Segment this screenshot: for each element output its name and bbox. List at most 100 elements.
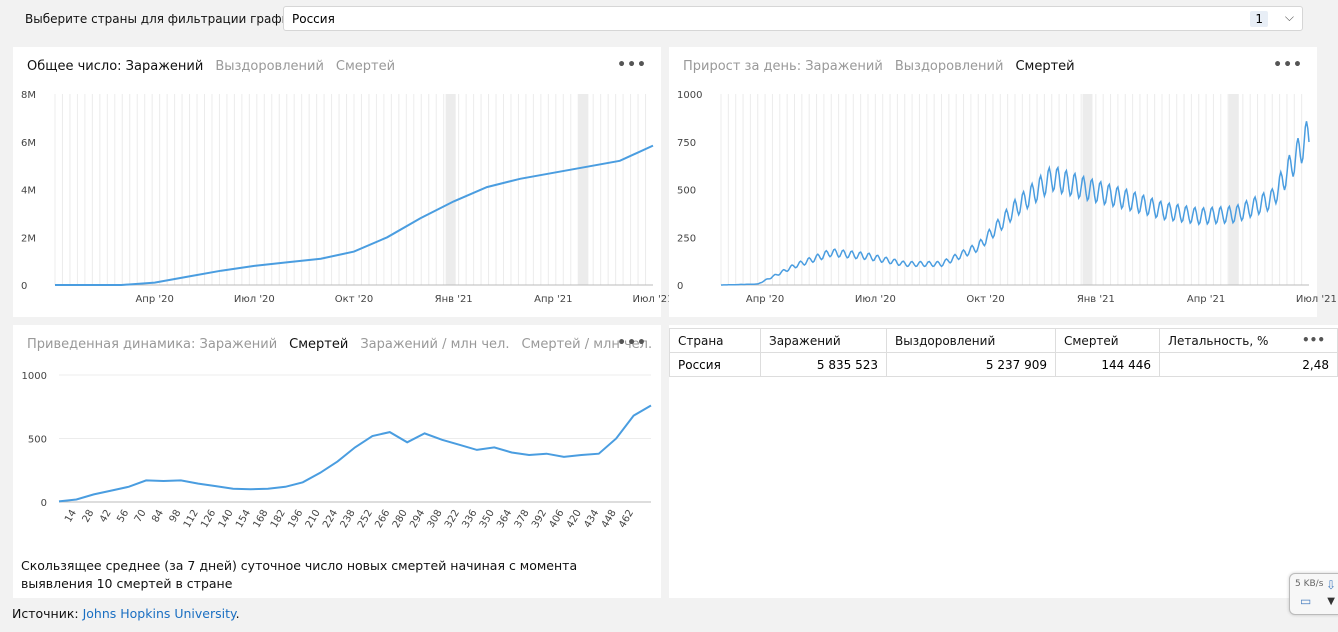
x-tick-label: 42 xyxy=(98,508,114,525)
x-tick-label: 224 xyxy=(321,508,340,530)
column-header-country[interactable]: Страна xyxy=(669,328,761,353)
country-select[interactable]: Россия 1 ⌵ xyxy=(283,6,1303,31)
country-select-value: Россия xyxy=(292,12,335,26)
source-label: Источник: xyxy=(12,606,79,621)
download-icon: ⇩ xyxy=(1325,578,1336,592)
tab-cumulative-recoveries[interactable]: Выздоровлений xyxy=(215,59,324,74)
selected-count-badge: 1 xyxy=(1250,11,1268,27)
y-tick-label: 0 xyxy=(677,281,683,292)
series-line xyxy=(55,144,654,286)
x-tick-label: 140 xyxy=(217,508,236,530)
x-tick-label: 98 xyxy=(168,508,184,525)
x-tick-label: 294 xyxy=(408,508,427,530)
x-tick-label: 448 xyxy=(600,508,619,530)
tab-cumulative-deaths[interactable]: Смертей xyxy=(335,59,396,74)
monitor-icon: ▭ xyxy=(1300,594,1312,608)
speed-label: 5 KB/s xyxy=(1295,579,1324,589)
x-tick-label: 266 xyxy=(373,508,392,530)
daily-tabs: Прирост за день: Заражений Выздоровлений С… xyxy=(683,59,1087,74)
x-tick-label: Янв '21 xyxy=(435,294,473,305)
x-tick-label: Апр '21 xyxy=(1187,294,1225,305)
tab-daily-deaths[interactable]: Смертей xyxy=(1015,59,1075,74)
tab-dynamics-deaths[interactable]: Смертей xyxy=(289,337,349,352)
x-tick-label: 154 xyxy=(234,508,253,530)
x-tick-label: 182 xyxy=(269,508,288,530)
more-menu-icon[interactable]: ••• xyxy=(1301,333,1325,347)
network-speed-widget[interactable]: 5 KB/s ⇩ ▭ ▼ xyxy=(1289,573,1338,615)
dynamics-caption: Скользящее среднее (за 7 дней) суточное … xyxy=(21,558,578,591)
y-tick-label: 2M xyxy=(21,233,36,244)
x-tick-label: 112 xyxy=(182,508,201,530)
weekend-band xyxy=(1228,94,1239,285)
source-line: Источник: Johns Hopkins University. xyxy=(12,606,240,621)
x-tick-label: Янв '21 xyxy=(1077,294,1115,305)
x-tick-label: Июл '21 xyxy=(1296,294,1337,305)
tab-cumulative-infections[interactable]: Общее число: Заражений xyxy=(27,59,204,74)
x-tick-label: 210 xyxy=(304,508,323,530)
y-tick-label: 750 xyxy=(677,138,696,149)
x-tick-label: 406 xyxy=(547,508,566,530)
x-tick-label: 238 xyxy=(339,508,358,530)
tab-daily-recoveries[interactable]: Выздоровлений xyxy=(894,59,1004,74)
x-tick-label: Апр '20 xyxy=(746,294,784,305)
tab-daily-infections[interactable]: Прирост за день: Заражений xyxy=(683,59,883,74)
x-tick-label: 392 xyxy=(530,508,549,530)
x-tick-label: Апр '20 xyxy=(135,294,173,305)
y-tick-label: 8M xyxy=(21,90,36,101)
dynamics-panel: Приведенная динамика: Заражений Смертей За… xyxy=(13,325,661,598)
x-tick-label: 336 xyxy=(460,508,479,530)
x-tick-label: 28 xyxy=(81,508,97,525)
daily-panel: Прирост за день: Заражений Выздоровлений С… xyxy=(669,47,1337,317)
tab-dynamics-infections[interactable]: Приведенная динамика: Заражений xyxy=(27,337,278,352)
y-tick-label: 0 xyxy=(41,498,47,509)
filter-label: Выберите страны для фильтрации графиков: xyxy=(25,12,316,26)
x-tick-label: 196 xyxy=(286,508,305,530)
dynamics-chart: 1000 500 0 14 28 42 56 70 84 98112126140154168182… xyxy=(22,371,652,530)
more-menu-icon[interactable]: ••• xyxy=(617,335,647,351)
x-tick-label: Июл '20 xyxy=(855,294,896,305)
series-line xyxy=(58,404,652,503)
x-tick-label: Июл '21 xyxy=(633,294,674,305)
x-tick-label: 70 xyxy=(133,508,149,525)
cell-lethality: 2,48 xyxy=(1159,352,1338,377)
y-tick-label: 1000 xyxy=(22,371,47,382)
x-tick-label: 168 xyxy=(251,508,270,530)
x-tick-label: 434 xyxy=(582,508,601,530)
x-tick-label: 280 xyxy=(391,508,410,530)
weekend-band xyxy=(1082,94,1093,285)
cell-infections: 5 835 523 xyxy=(760,352,887,377)
stats-table-panel: Страна Заражений Выздоровлений Смертей Л… xyxy=(669,325,1338,598)
more-menu-icon[interactable]: ••• xyxy=(1273,57,1303,73)
cell-recoveries: 5 237 909 xyxy=(886,352,1056,377)
weekend-band xyxy=(578,94,589,285)
x-tick-label: 126 xyxy=(199,508,218,530)
tab-dynamics-infections-per-million[interactable]: Заражений / млн чел. xyxy=(360,337,510,352)
tab-dynamics-deaths-per-million[interactable]: Смертей / млн чел. xyxy=(521,337,653,352)
column-header-deaths[interactable]: Смертей xyxy=(1055,328,1160,353)
cell-deaths: 144 446 xyxy=(1055,352,1160,377)
x-tick-label: 252 xyxy=(356,508,375,530)
source-link[interactable]: Johns Hopkins University xyxy=(82,606,236,621)
table-row[interactable]: Россия 5 835 523 5 237 909 144 446 2,48 xyxy=(669,352,1338,377)
x-tick-label: Апр '21 xyxy=(534,294,572,305)
y-tick-label: 250 xyxy=(677,233,696,244)
x-tick-label: Окт '20 xyxy=(335,294,373,305)
chevron-down-icon[interactable]: ⌵ xyxy=(1284,10,1294,24)
cell-country: Россия xyxy=(669,352,761,377)
x-tick-label: 378 xyxy=(513,508,532,530)
y-tick-label: 6M xyxy=(21,138,36,149)
x-tick-label: 350 xyxy=(478,508,497,530)
cumulative-chart: 8M 6M 4M 2M 0 Апр '20 Июл '20 Окт '20 Янв '21 Апр… xyxy=(21,90,673,305)
column-header-recoveries[interactable]: Выздоровлений xyxy=(886,328,1056,353)
x-tick-label: 364 xyxy=(495,508,514,530)
cumulative-panel: Общее число: Заражений Выздоровлений Смерт… xyxy=(13,47,673,317)
more-menu-icon[interactable]: ••• xyxy=(617,57,647,73)
weekend-band xyxy=(445,94,456,285)
column-header-infections[interactable]: Заражений xyxy=(760,328,887,353)
column-header-lethality[interactable]: Летальность, % ••• xyxy=(1159,328,1338,353)
x-tick-label: 420 xyxy=(565,508,584,530)
daily-chart: 1000 750 500 250 0 Апр '20 Июл '20 Окт '20 Янв '… xyxy=(677,90,1337,305)
x-tick-label: 84 xyxy=(150,508,166,525)
stats-table: Страна Заражений Выздоровлений Смертей Л… xyxy=(669,328,1338,377)
y-tick-label: 1000 xyxy=(677,90,702,101)
